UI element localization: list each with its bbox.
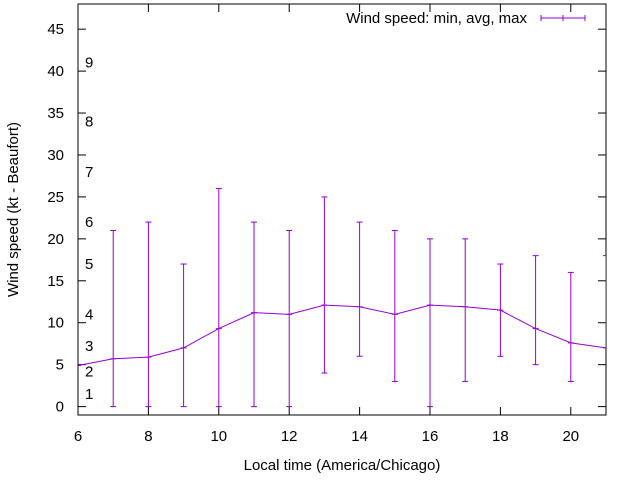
plot-frame (77, 3, 607, 416)
x-tick-label: 18 (492, 428, 509, 445)
beaufort-label: 3 (85, 338, 93, 355)
y-tick-label: 35 (47, 105, 64, 122)
x-tick-label: 14 (351, 428, 368, 445)
beaufort-label: 9 (85, 55, 93, 72)
x-tick-label: 20 (562, 428, 579, 445)
beaufort-label: 6 (85, 214, 93, 231)
beaufort-label: 7 (85, 164, 93, 181)
series-wind-speed-min-avg-max (78, 188, 606, 408)
y-tick-label: 20 (47, 231, 64, 248)
avg-line (78, 304, 606, 367)
y-tick-label: 15 (47, 273, 64, 290)
x-tick-label: 10 (210, 428, 227, 445)
beaufort-label: 4 (85, 306, 93, 323)
y-tick-label: 40 (47, 63, 64, 80)
x-tick-label: 8 (144, 428, 152, 445)
series-layer (78, 188, 606, 408)
axes (77, 3, 607, 416)
y-tick-label: 30 (47, 147, 64, 164)
x-tick-label: 16 (422, 428, 439, 445)
y-tick-label: 5 (56, 357, 64, 374)
y-tick-label: 25 (47, 189, 64, 206)
y-tick-label: 10 (47, 315, 64, 332)
x-tick-label: 6 (74, 428, 82, 445)
legend-label: Wind speed: min, avg, max (346, 10, 527, 27)
y-axis-label: Wind speed (kt - Beaufort) (5, 122, 22, 297)
y-tick-label: 0 (56, 399, 64, 416)
y-tick-label: 45 (47, 21, 64, 38)
beaufort-label: 5 (85, 256, 93, 273)
beaufort-label: 1 (85, 386, 93, 403)
beaufort-label: 2 (85, 363, 93, 380)
x-tick-label: 12 (281, 428, 298, 445)
x-axis-label: Local time (America/Chicago) (244, 457, 441, 474)
beaufort-label: 8 (85, 113, 93, 130)
